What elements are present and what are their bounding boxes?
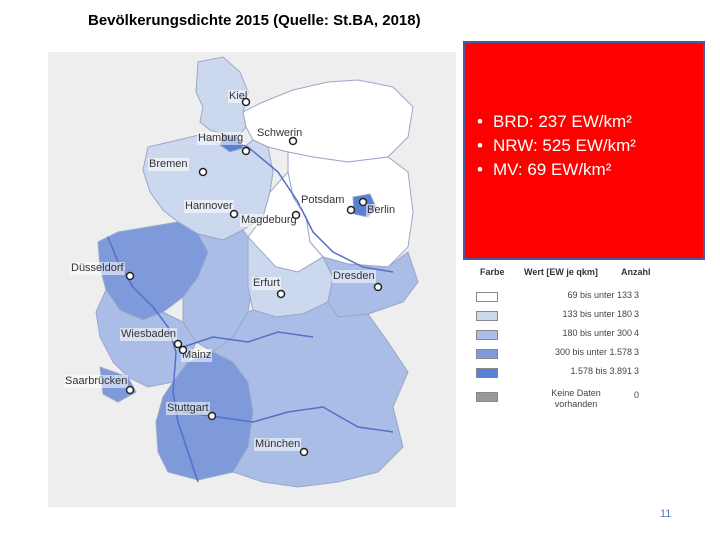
- city-label-erfurt: Erfurt: [252, 277, 281, 290]
- page-number: 11: [660, 508, 672, 520]
- legend-swatch: [476, 330, 498, 340]
- legend-swatch: [476, 311, 498, 321]
- city-label-kiel: Kiel: [228, 90, 249, 103]
- city-label-saarbruecken: Saarbrücken: [64, 375, 129, 388]
- legend-row: Keine Daten vorhanden 0: [466, 388, 666, 409]
- bullet-dot-icon: •: [477, 136, 483, 155]
- legend-range: 300 bis unter 1.578: [554, 347, 632, 357]
- bullet-dot-icon: •: [477, 160, 483, 179]
- legend-row: 69 bis unter 133 3: [466, 288, 666, 306]
- city-label-hannover: Hannover: [184, 200, 234, 213]
- bullet-item: • BRD: 237 EW/km²: [477, 110, 636, 134]
- city-label-wiesbaden: Wiesbaden: [120, 328, 178, 341]
- legend-range: Keine Daten vorhanden: [551, 388, 601, 409]
- city-label-magdeburg: Magdeburg: [240, 214, 298, 227]
- city-label-hamburg: Hamburg: [197, 132, 245, 145]
- state-sachsen: [322, 251, 419, 318]
- legend-header-color: Farbe: [480, 267, 505, 277]
- legend-row: 300 bis unter 1.578 3: [466, 345, 666, 363]
- bullet-text: BRD: 237 EW/km²: [493, 112, 632, 131]
- germany-map: Kiel Schwerin Hamburg Bremen Potsdam Ber…: [48, 52, 456, 507]
- legend-count: 0: [634, 390, 640, 400]
- legend-range: 69 bis unter 133: [567, 290, 632, 300]
- legend-range: 1.578 bis 3.891: [570, 366, 632, 376]
- legend-swatch: [476, 349, 498, 359]
- city-label-dresden: Dresden: [332, 270, 376, 283]
- legend-range: 133 bis unter 180: [562, 309, 632, 319]
- legend-row: 133 bis unter 180 3: [466, 307, 666, 325]
- bullet-dot-icon: •: [477, 112, 483, 131]
- bullet-text: NRW: 525 EW/km²: [493, 136, 636, 155]
- city-label-schwerin: Schwerin: [256, 127, 304, 140]
- bullet-item: • NRW: 525 EW/km²: [477, 134, 636, 158]
- legend-header-value: Wert [EW je qkm]: [524, 267, 598, 277]
- city-label-bremen: Bremen: [148, 158, 189, 171]
- slide-title: Bevölkerungsdichte 2015 (Quelle: St.BA, …: [88, 12, 421, 29]
- city-label-muenchen: München: [254, 438, 302, 451]
- legend-swatch: [476, 292, 498, 302]
- river-elbe: [227, 139, 394, 273]
- legend-header-count: Anzahl: [621, 267, 651, 277]
- legend-count: 3: [634, 290, 640, 300]
- map-legend: Farbe Wert [EW je qkm] Anzahl 69 bis unt…: [466, 262, 666, 412]
- legend-row: 1.578 bis 3.891 3: [466, 364, 666, 382]
- city-label-berlin: Berlin: [366, 204, 397, 217]
- city-label-mainz: Mainz: [181, 349, 213, 362]
- map-svg: [48, 52, 456, 507]
- legend-range: 180 bis unter 300: [562, 328, 632, 338]
- river-main: [182, 331, 314, 348]
- legend-swatch: [476, 392, 498, 402]
- city-label-potsdam: Potsdam: [300, 194, 346, 207]
- legend-swatch: [476, 368, 498, 378]
- info-bullets: • BRD: 237 EW/km² • NRW: 525 EW/km² • MV: 6…: [477, 110, 636, 182]
- legend-row: 180 bis unter 300 4: [466, 326, 666, 344]
- legend-count: 3: [634, 347, 640, 357]
- bullet-item: • MV: 69 EW/km²: [477, 158, 636, 182]
- legend-count: 4: [634, 328, 640, 338]
- bullet-text: MV: 69 EW/km²: [493, 160, 612, 179]
- legend-count: 3: [634, 309, 640, 319]
- info-box: • BRD: 237 EW/km² • NRW: 525 EW/km² • MV: 6…: [463, 41, 705, 260]
- city-label-stuttgart: Stuttgart: [166, 402, 210, 415]
- river-danube: [182, 406, 394, 433]
- city-label-duesseldorf: Düsseldorf: [70, 262, 125, 275]
- legend-count: 3: [634, 366, 640, 376]
